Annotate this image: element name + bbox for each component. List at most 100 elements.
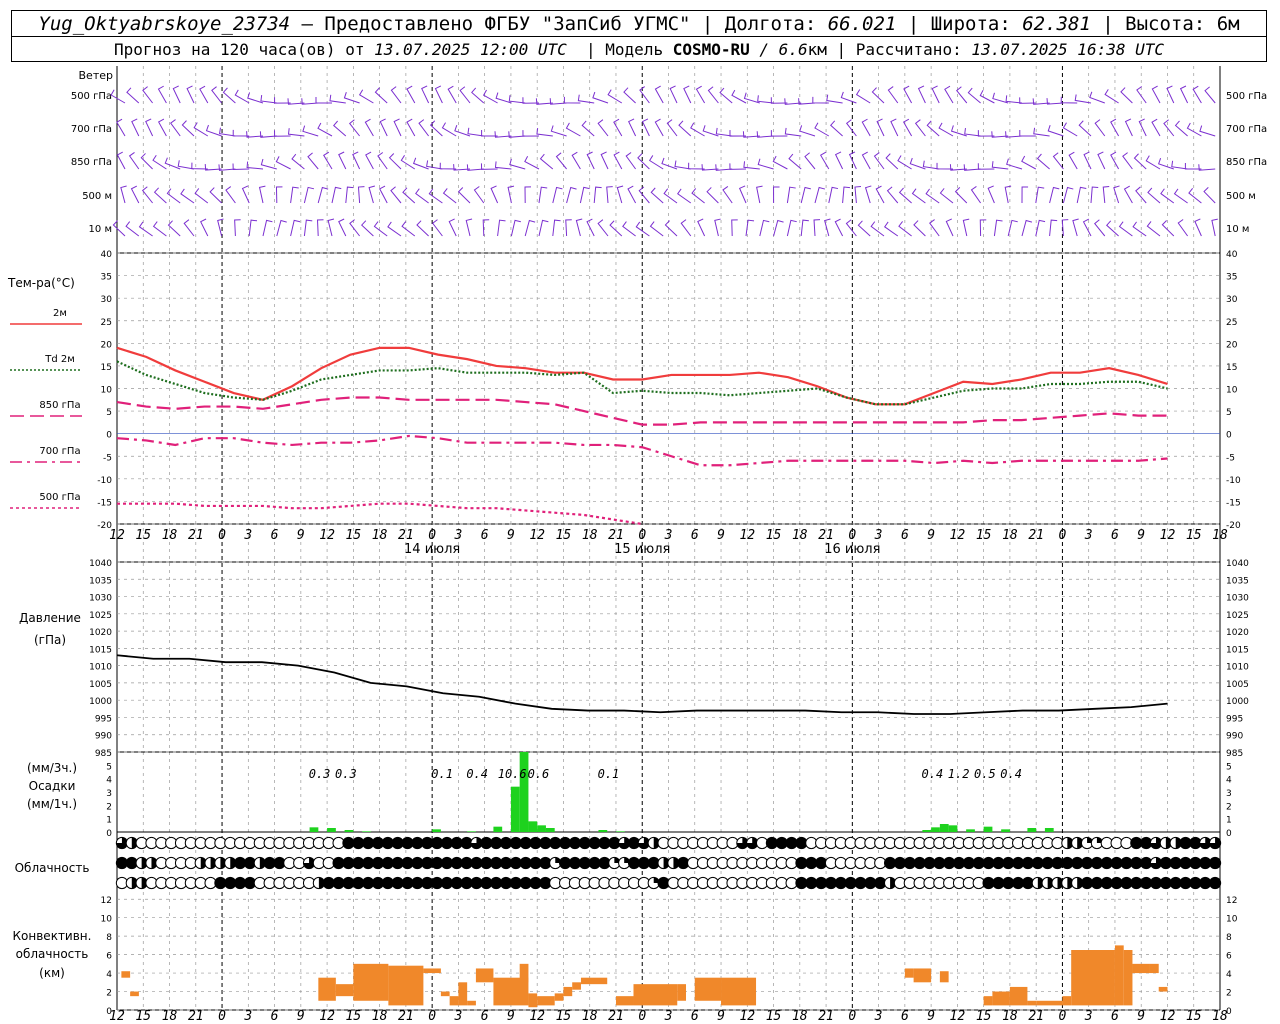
conv-cloud-bar [904,968,914,978]
wind-barb [1179,85,1189,104]
wind-barb [903,85,913,104]
conv-y-tick: 12 [101,896,112,906]
wind-barb [291,153,305,170]
temp-panel-title: Тем-ра(°C) [7,276,75,290]
x-tick-label: 3 [243,1009,252,1024]
header-title-bar: Yug_Oktyabrskoye_23734 – Предоставлено Ф… [11,10,1267,37]
wind-barb [555,152,567,170]
x-tick-label: 15 [135,528,151,543]
wind-barb [141,186,153,204]
wind-barb [218,164,236,171]
cloud-symbol-fill [1175,837,1182,849]
pres-y-tick: 1010 [1226,663,1249,673]
wind-barb [756,185,763,204]
precip-bar [510,786,520,832]
precip-label-3h: 0.1 [431,767,453,781]
temp-legend-label: 500 гПа [39,492,80,503]
wind-barb [120,185,127,204]
wind-barb [274,130,291,137]
wind-barb [140,153,153,170]
wind-barb [1068,151,1078,170]
wind-barb [480,163,498,170]
temp-y-tick: 30 [101,295,113,305]
wind-barb [442,188,457,204]
precip-label-3h: 0.3 [335,767,357,781]
x-tick-label: 15 [556,1009,572,1024]
wind-barb [301,98,319,105]
wind-barb [586,218,595,237]
precip-bar [309,827,319,832]
wind-barb [329,94,346,104]
temp-y-tick: -20 [97,521,112,531]
wind-barb [275,186,283,204]
prec-y-tick: 3 [1226,789,1232,799]
wind-barb [204,164,222,171]
wind-barb [954,187,968,204]
x-tick-label: 0 [218,528,226,543]
wind-barb [898,187,912,204]
temp-series-0 [116,346,1168,406]
cloud-symbol-fill [141,877,148,889]
wind-barb [535,98,553,105]
cloud-symbols [115,836,1222,890]
cloud-symbol-fill [618,837,630,849]
wind-barb [234,89,250,104]
x-tick-label: 6 [271,1009,279,1024]
wind-barb [871,87,885,104]
wind-barb [706,187,719,204]
wind-barb [402,187,416,204]
wind-barb [177,160,195,170]
wind-barb [1135,186,1147,204]
x-tick-label: 21 [188,528,204,543]
temp-y-tick: 10 [101,386,113,396]
precip-label-3h: 0.4 [466,767,488,781]
wind-barb [993,219,1003,237]
wind-barb [757,95,774,104]
x-tick-label: 3 [874,528,883,543]
wind-barb [522,130,540,137]
conv-y-tick: 2 [1226,989,1232,999]
cloud-symbol-fill [1199,837,1211,849]
wind-barb [637,153,650,170]
wind-barb [400,155,416,170]
wind-barb [1184,162,1202,170]
wind-barb [649,221,664,237]
wind-barb [1173,188,1188,204]
prec-y-tick: 4 [1226,776,1232,786]
conv-y-tick: 6 [1226,952,1232,962]
wind-barb [979,219,987,237]
wind-barb [842,186,850,204]
wind-barb [731,89,747,104]
wind-barb [666,119,678,137]
x-tick-label: 12 [529,528,545,543]
wind-barb [1049,186,1060,204]
temp-y-tick: 10 [1226,386,1238,396]
conv-panel-title: Конвективн. [13,929,92,943]
prec-y-tick: 1 [1226,816,1232,826]
cloud-symbol-fill [141,857,148,869]
wind-barb [788,153,802,170]
x-tick-label: 12 [950,528,966,543]
wind-barb [482,219,490,237]
wind-barb [944,85,954,104]
wind-barb [597,219,609,237]
wind-barb [830,120,843,137]
wind-barb [628,118,637,137]
latitude-label: | Широта: [896,12,1023,35]
cloud-symbol-fill [1077,877,1083,889]
x-tick-label: 18 [1002,1009,1018,1024]
x-tick-label: 18 [582,528,598,543]
wind-barb [552,219,561,237]
wind-level-label: 10 м [1226,224,1249,235]
conv-cloud-bar [537,996,555,1006]
wind-barb [949,164,967,171]
wind-barb [194,188,209,204]
x-tick-label: 21 [818,528,834,543]
x-tick-label: 0 [638,1009,646,1024]
wind-barb [1146,221,1161,237]
pres-y-tick: 985 [1226,749,1243,759]
wind-barb [1033,127,1050,137]
wind-barb [565,219,572,237]
wind-barb [571,151,581,170]
prec-unit-1h: (мм/1ч.) [27,797,77,811]
